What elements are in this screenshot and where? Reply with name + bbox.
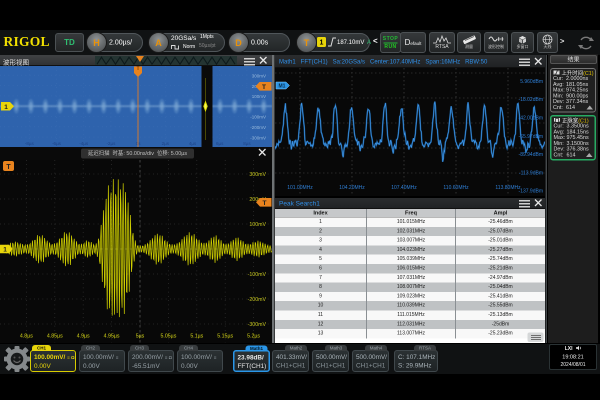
svg-text:-100mV: -100mV bbox=[248, 272, 267, 278]
svg-text:101.00MHz: 101.00MHz bbox=[287, 185, 313, 191]
svg-text:-42.00dBm: -42.00dBm bbox=[519, 116, 543, 122]
svg-text:-2µs: -2µs bbox=[106, 141, 116, 146]
svg-text:5.15µs: 5.15µs bbox=[217, 334, 233, 340]
svg-text:-100mV: -100mV bbox=[250, 115, 266, 120]
svg-text:-300mV: -300mV bbox=[248, 322, 267, 328]
svg-text:5.960dBm: 5.960dBm bbox=[520, 79, 543, 85]
svg-text:300mV: 300mV bbox=[252, 74, 266, 79]
svg-text:4.85µs: 4.85µs bbox=[47, 334, 63, 340]
svg-text:T: T bbox=[262, 84, 266, 91]
svg-text:104.20MHz: 104.20MHz bbox=[339, 185, 365, 191]
svg-text:T: T bbox=[136, 66, 139, 72]
svg-text:100mV: 100mV bbox=[252, 94, 266, 99]
svg-text:4µs: 4µs bbox=[189, 141, 197, 146]
svg-text:T: T bbox=[263, 200, 267, 207]
svg-text:-300mV: -300mV bbox=[250, 135, 266, 140]
svg-text:M1: M1 bbox=[279, 84, 286, 90]
svg-text:300mV: 300mV bbox=[249, 172, 266, 178]
svg-text:4.8µs: 4.8µs bbox=[20, 334, 33, 340]
svg-text:-89.94dBm: -89.94dBm bbox=[519, 152, 543, 158]
svg-text:100mV: 100mV bbox=[249, 222, 266, 228]
svg-text:-113.9dBm: -113.9dBm bbox=[519, 170, 543, 176]
svg-text:6µs: 6µs bbox=[216, 141, 224, 146]
svg-text:2µs: 2µs bbox=[162, 141, 170, 146]
svg-text:5.05µs: 5.05µs bbox=[160, 334, 176, 340]
svg-text:T: T bbox=[6, 164, 11, 171]
svg-text:-200mV: -200mV bbox=[248, 297, 267, 303]
svg-text:1: 1 bbox=[3, 247, 7, 254]
svg-text:-200mV: -200mV bbox=[250, 125, 266, 130]
svg-text:107.40MHz: 107.40MHz bbox=[391, 185, 417, 191]
svg-text:1: 1 bbox=[4, 104, 8, 111]
svg-text:-18.02dBm: -18.02dBm bbox=[519, 97, 543, 103]
svg-text:-8µs: -8µs bbox=[25, 141, 35, 146]
svg-text:-6µs: -6µs bbox=[52, 141, 62, 146]
svg-text:5.2µs: 5.2µs bbox=[247, 334, 260, 340]
svg-text:-137.9dBm: -137.9dBm bbox=[519, 189, 543, 195]
svg-text:200mV: 200mV bbox=[249, 197, 266, 203]
svg-text:110.60MHz: 110.60MHz bbox=[443, 185, 469, 191]
svg-text:5µs: 5µs bbox=[136, 334, 145, 340]
svg-text:4.9µs: 4.9µs bbox=[77, 334, 90, 340]
svg-text:113.80MHz: 113.80MHz bbox=[495, 185, 521, 191]
svg-text:-65.97dBm: -65.97dBm bbox=[519, 134, 543, 140]
svg-text:5.1µs: 5.1µs bbox=[190, 334, 203, 340]
svg-text:8µs: 8µs bbox=[243, 141, 251, 146]
svg-text:-4µs: -4µs bbox=[79, 141, 89, 146]
svg-text:4.95µs: 4.95µs bbox=[104, 334, 120, 340]
